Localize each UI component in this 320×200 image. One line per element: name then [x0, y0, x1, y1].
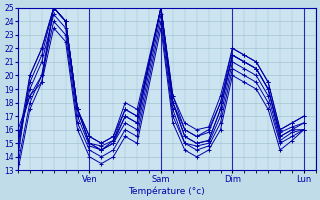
- X-axis label: Température (°c): Température (°c): [129, 186, 205, 196]
